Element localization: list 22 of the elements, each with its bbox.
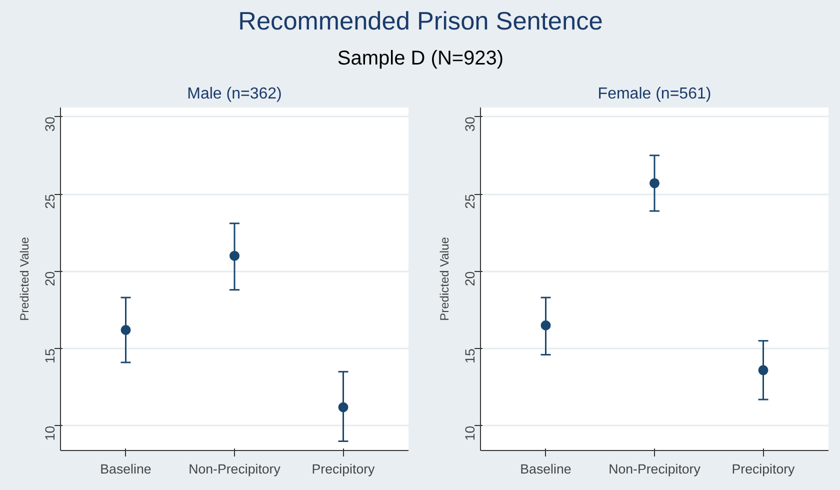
y-tick-label: 25: [42, 194, 58, 209]
y-tick-label: 10: [462, 426, 478, 441]
chart-title: Male (n=362): [187, 86, 282, 102]
y-axis-title: Predicted Value: [18, 236, 32, 321]
text: Recommended Prison Sentence: [238, 8, 603, 36]
y-tick-label: 10: [42, 426, 58, 441]
x-tick-label: Non-Precipitory: [608, 462, 701, 476]
y-tick-label: 20: [42, 271, 58, 286]
y-tick-label: 15: [462, 348, 478, 364]
y-tick-label: 25: [462, 194, 478, 209]
x-tick-label: Precipitory: [312, 462, 376, 476]
text: Sample D (N=923): [337, 48, 504, 70]
x-tick-label: Non-Precipitory: [188, 462, 281, 476]
y-tick-label: 30: [462, 116, 478, 132]
x-tick-label: Baseline: [520, 462, 572, 476]
x-tick-label: Baseline: [100, 462, 152, 476]
y-tick-label: 30: [42, 116, 58, 132]
y-tick-label: 15: [42, 348, 58, 364]
y-tick-label: 20: [462, 271, 478, 286]
x-tick-label: Precipitory: [732, 462, 796, 476]
chart-title: Female (n=561): [598, 86, 712, 102]
y-axis-title: Predicted Value: [438, 236, 452, 321]
